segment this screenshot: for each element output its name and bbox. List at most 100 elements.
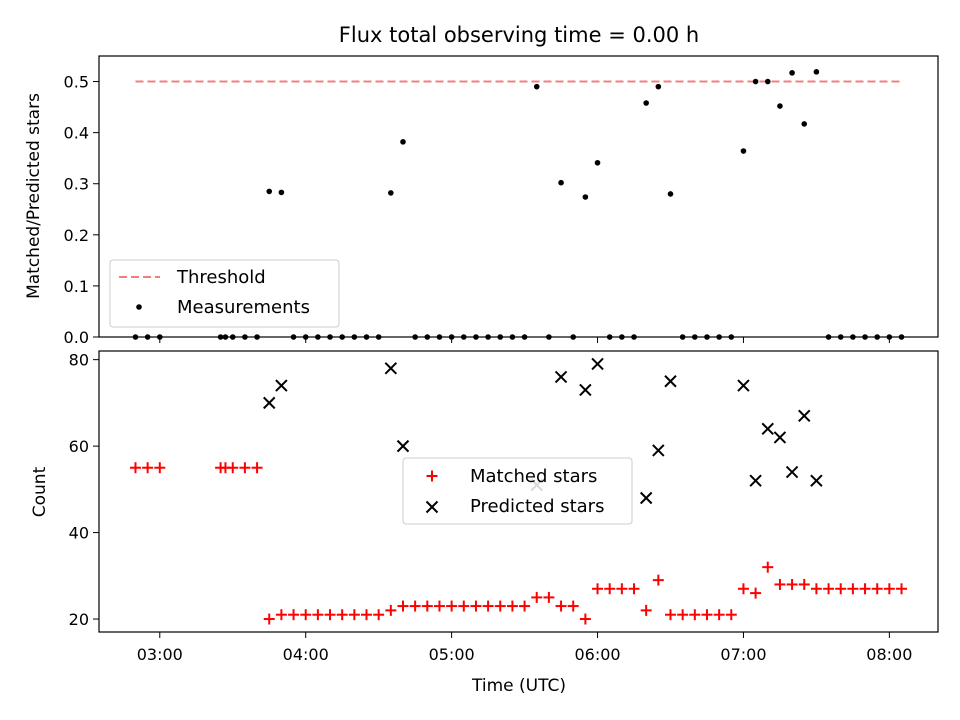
measurement-point bbox=[400, 139, 406, 145]
measurement-point bbox=[764, 78, 771, 85]
measurement-point bbox=[740, 148, 747, 154]
legend-matched-label: Matched stars bbox=[470, 466, 597, 487]
matched-star-point bbox=[847, 583, 859, 595]
matched-star-point bbox=[421, 600, 433, 612]
matched-star-point bbox=[713, 609, 725, 621]
measurement-point bbox=[789, 70, 795, 76]
matched-star-point bbox=[604, 583, 616, 595]
top-legend: Threshold Measurements bbox=[109, 259, 340, 328]
legend-plus-marker bbox=[426, 470, 438, 482]
measurement-point bbox=[752, 78, 759, 85]
predicted-star-point bbox=[591, 357, 604, 371]
predicted-star-point bbox=[275, 379, 288, 392]
matched-star-point bbox=[263, 613, 275, 625]
matched-star-point bbox=[336, 609, 348, 621]
measurement-point bbox=[533, 83, 540, 90]
matched-star-point bbox=[810, 583, 822, 595]
predicted-star-point bbox=[652, 444, 665, 457]
matched-star-point bbox=[592, 583, 604, 595]
x-axis-label: Time (UTC) bbox=[471, 676, 566, 696]
top-y-axis: 0.0 0.1 0.2 0.3 0.4 0.5 bbox=[64, 73, 99, 347]
top-x-tick-marks bbox=[159, 337, 890, 343]
matched-star-point bbox=[567, 600, 579, 612]
predicted-star-point bbox=[737, 379, 750, 392]
matched-star-point bbox=[871, 583, 883, 595]
measurement-point bbox=[266, 188, 273, 195]
matched-star-point bbox=[896, 583, 908, 595]
matched-star-point bbox=[519, 600, 531, 612]
matched-star-point bbox=[251, 462, 263, 474]
matched-star-point bbox=[579, 613, 591, 625]
x-axis: 03:00 04:00 05:00 06:00 07:00 08:00 bbox=[137, 632, 912, 664]
x-tick-label: 05:00 bbox=[429, 645, 475, 664]
bottom-plot-area bbox=[129, 357, 908, 625]
matched-star-point bbox=[361, 609, 373, 621]
predicted-star-point bbox=[664, 375, 677, 388]
matched-star-point bbox=[652, 574, 664, 586]
predicted-star-point bbox=[773, 431, 787, 444]
matched-star-point bbox=[640, 604, 652, 616]
matched-star-point bbox=[798, 578, 810, 590]
matched-star-point bbox=[433, 600, 445, 612]
matched-star-point bbox=[239, 462, 251, 474]
matched-star-point bbox=[823, 583, 835, 595]
top-y-axis-label: Matched/Predicted stars bbox=[24, 93, 44, 299]
bottom-legend-box bbox=[402, 457, 633, 525]
matched-star-point bbox=[774, 578, 786, 590]
bottom-y-axis: 20 40 60 80 bbox=[69, 351, 99, 629]
bottom-axes-frame bbox=[98, 350, 939, 633]
x-tick-label: 04:00 bbox=[283, 645, 329, 664]
measurement-point bbox=[278, 189, 285, 196]
matched-star-point bbox=[543, 591, 555, 603]
y-tick-label: 0.2 bbox=[64, 226, 89, 245]
legend-x-marker bbox=[425, 500, 439, 514]
y-tick-label: 20 bbox=[69, 610, 89, 629]
predicted-star-point bbox=[554, 370, 568, 384]
matched-star-point bbox=[531, 591, 543, 603]
matched-star-point bbox=[664, 609, 676, 621]
legend-measurements-swatch bbox=[136, 304, 142, 310]
matched-star-point bbox=[470, 600, 482, 612]
matched-star-point bbox=[725, 609, 737, 621]
measurement-point bbox=[582, 194, 589, 200]
matched-star-point bbox=[737, 583, 749, 595]
matched-star-point bbox=[397, 600, 409, 612]
legend-measurements-label: Measurements bbox=[177, 297, 310, 318]
legend-predicted-label: Predicted stars bbox=[470, 496, 604, 517]
predicted-star-point bbox=[810, 474, 823, 487]
x-tick-label: 06:00 bbox=[574, 645, 620, 664]
legend-predicted-swatch bbox=[425, 500, 439, 514]
legend-threshold-label: Threshold bbox=[176, 267, 266, 288]
matched-star-point bbox=[555, 600, 567, 612]
matched-star-point bbox=[446, 600, 458, 612]
matched-star-point bbox=[750, 587, 762, 599]
measurement-point bbox=[667, 191, 674, 197]
matched-star-point bbox=[458, 600, 470, 612]
predicted-star-point bbox=[761, 422, 774, 436]
y-tick-label: 0.3 bbox=[64, 175, 89, 194]
measurement-point bbox=[388, 190, 394, 196]
matched-star-point bbox=[275, 609, 287, 621]
predicted-star-point bbox=[263, 396, 276, 410]
predicted-star-point bbox=[798, 409, 811, 423]
matched-star-point bbox=[312, 609, 324, 621]
bottom-legend: Matched stars Predicted stars bbox=[402, 457, 633, 525]
predicted-star-point bbox=[396, 439, 410, 453]
measurement-point bbox=[643, 100, 649, 106]
y-tick-label: 80 bbox=[69, 351, 89, 370]
predicted-star-point bbox=[639, 491, 653, 505]
x-tick-label: 03:00 bbox=[137, 645, 183, 664]
matched-star-point bbox=[701, 609, 713, 621]
matched-star-point bbox=[288, 609, 300, 621]
y-tick-label: 0.5 bbox=[64, 73, 89, 92]
matched-star-point bbox=[373, 609, 385, 621]
matched-star-point bbox=[628, 583, 640, 595]
measurement-point bbox=[801, 121, 808, 127]
matched-star-point bbox=[142, 462, 154, 474]
y-tick-label: 0.1 bbox=[64, 277, 89, 296]
matched-star-point bbox=[786, 578, 798, 590]
predicted-star-point bbox=[785, 465, 799, 479]
bottom-y-axis-label: Count bbox=[30, 466, 50, 517]
